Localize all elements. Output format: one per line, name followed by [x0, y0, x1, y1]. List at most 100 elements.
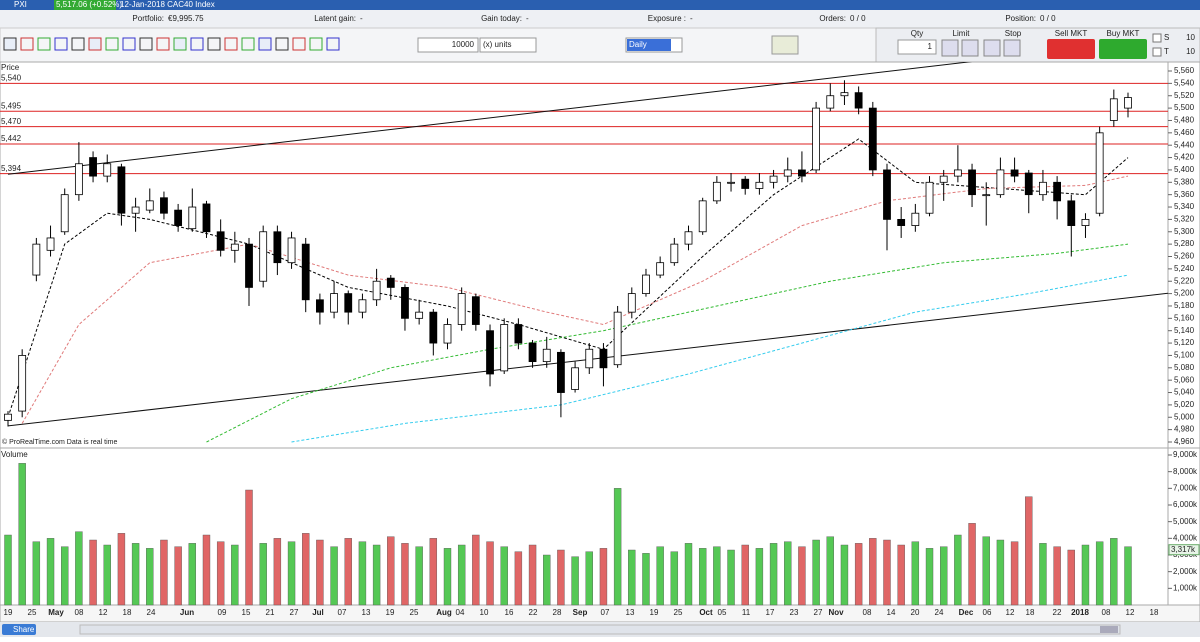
candle-body: [883, 169, 891, 220]
volume-bar: [1039, 543, 1047, 606]
tool-icon[interactable]: [3, 37, 17, 51]
tool-icon[interactable]: [71, 37, 85, 51]
candle-body: [1109, 98, 1118, 121]
y-tick-label: 5,380: [1174, 177, 1195, 186]
status-label: Position:: [1005, 14, 1036, 23]
tool-icon[interactable]: [241, 37, 255, 51]
status-value: 0 / 0: [1040, 14, 1056, 23]
limit-sell[interactable]: [941, 39, 959, 57]
scrollbar[interactable]: [79, 624, 1121, 635]
x-tick-label: 12: [1126, 608, 1135, 617]
tool-icon[interactable]: [54, 37, 68, 51]
x-tick-label: 27: [814, 608, 823, 617]
level-label: 5,495: [1, 101, 22, 110]
status-label: Exposure :: [648, 14, 686, 23]
volume-bar: [656, 546, 664, 606]
candle-body: [443, 324, 452, 344]
level-label: 5,394: [1, 164, 22, 173]
sell-label: Sell MKT: [1055, 29, 1088, 38]
candle-body: [741, 178, 750, 189]
y-tick-label: 7,000k: [1173, 483, 1198, 492]
tool-icon[interactable]: [122, 37, 136, 51]
x-tick-label: May: [48, 608, 64, 617]
x-tick-label: 14: [887, 608, 896, 617]
x-tick-label: 04: [456, 608, 465, 617]
x-tick-label: 25: [674, 608, 683, 617]
volume-bar: [89, 539, 97, 606]
indicator-button[interactable]: [771, 35, 799, 55]
tool-icon[interactable]: [156, 37, 170, 51]
amount-field[interactable]: [417, 37, 479, 53]
stop-sell[interactable]: [983, 39, 1001, 57]
tool-icon[interactable]: [37, 37, 51, 51]
tool-icon[interactable]: [326, 37, 340, 51]
volume-bar: [259, 543, 267, 606]
volume-bar: [996, 539, 1005, 606]
volume-bar: [869, 538, 877, 606]
t-checkbox[interactable]: [1152, 47, 1162, 57]
candle-body: [89, 157, 97, 177]
candle-body: [145, 200, 154, 211]
y-tick-label: 5,100: [1174, 351, 1195, 360]
tool-icon[interactable]: [292, 37, 306, 51]
candle-body: [202, 203, 211, 233]
tool-icon[interactable]: [105, 37, 119, 51]
share: Share: [13, 625, 35, 634]
scroll-thumb[interactable]: [1100, 626, 1118, 633]
volume-bar: [1025, 496, 1033, 606]
candle-body: [386, 277, 395, 288]
tool-icon[interactable]: [275, 37, 289, 51]
candle-body: [103, 163, 112, 177]
candle-body: [500, 324, 509, 372]
trendline: [7, 62, 973, 175]
tool-icon[interactable]: [224, 37, 238, 51]
units-select[interactable]: [479, 37, 537, 53]
x-tick-label: 16: [505, 608, 514, 617]
candle-body: [344, 293, 353, 313]
candle-body: [1010, 169, 1019, 177]
candle-body: [60, 194, 69, 233]
x-tick-label: 2018: [1071, 608, 1089, 617]
limit-buy[interactable]: [961, 39, 979, 57]
share-button[interactable]: [2, 624, 36, 635]
x-tick-label: 13: [362, 608, 371, 617]
tool-icon[interactable]: [20, 37, 34, 51]
x-tick-label: 23: [790, 608, 799, 617]
volume-bar: [911, 541, 920, 606]
tool-icon[interactable]: [309, 37, 323, 51]
y-tick-label: 4,000k: [1173, 533, 1198, 542]
tool-icon[interactable]: [139, 37, 153, 51]
tool-icon[interactable]: [173, 37, 187, 51]
t-label: T: [1164, 47, 1169, 56]
volume-bar: [897, 544, 905, 606]
candle-body: [429, 311, 438, 344]
stop-buy[interactable]: [1003, 39, 1021, 57]
s-value: 10: [1186, 33, 1195, 42]
candle-body: [968, 169, 976, 196]
tool-icon[interactable]: [207, 37, 221, 51]
volume-bar: [1095, 541, 1104, 606]
candle-body: [585, 348, 594, 369]
s-checkbox[interactable]: [1152, 33, 1162, 43]
x-tick-label: 21: [266, 608, 275, 617]
tool-icon[interactable]: [190, 37, 204, 51]
volume-bar: [46, 538, 55, 606]
candle-body: [996, 169, 1005, 196]
qty-label: Qty: [911, 29, 923, 38]
volume-bar: [939, 546, 948, 606]
volume-bar: [443, 548, 452, 606]
y-tick-label: 2,000k: [1173, 567, 1198, 576]
x-tick-label: Aug: [436, 608, 452, 617]
x-tick-label: Oct: [699, 608, 713, 617]
sell-button[interactable]: [1047, 39, 1095, 59]
candle-body: [712, 181, 721, 202]
x-tick-label: 10: [480, 608, 489, 617]
volume-bar: [642, 553, 650, 606]
volume-bar: [330, 546, 338, 606]
buy-button[interactable]: [1099, 39, 1147, 59]
tool-icon[interactable]: [258, 37, 272, 51]
tool-icon[interactable]: [88, 37, 102, 51]
qty-field[interactable]: [897, 39, 937, 55]
volume-bar: [103, 544, 111, 606]
price-panel: [0, 61, 1169, 449]
